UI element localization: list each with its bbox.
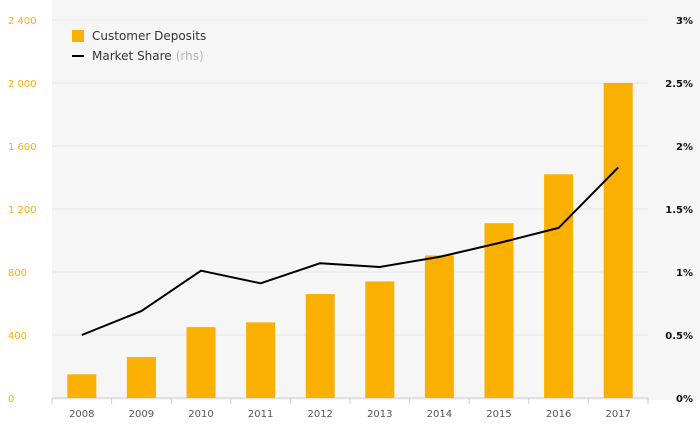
x-tick-label: 2016 [546,409,571,420]
y-axis-left: 0 400 800 1 200 1 600 2 000 2 400 [8,16,37,405]
bar-2015 [484,223,514,398]
legend-label-rhs: (rhs) [175,49,204,63]
x-tick-label: 2011 [248,409,273,420]
y-right-tick-label: 0.5% [665,331,693,342]
bar-2017 [603,83,633,398]
legend-item-market-share: Market Share (rhs) [72,46,206,66]
x-tick-label: 2008 [69,409,94,420]
legend-swatch-bar [72,30,84,42]
bar-2011 [246,322,276,398]
y-left-tick-label: 0 [8,394,14,405]
bar-2016 [544,174,574,398]
market-share-line [81,166,619,336]
legend-label-customer-deposits: Customer Deposits [92,29,207,43]
legend-label-market-share: Market Share [92,49,172,63]
y-left-tick-label: 1 200 [8,205,37,216]
y-left-tick-label: 2 400 [8,16,37,27]
legend-item-customer-deposits: Customer Deposits [72,26,206,46]
y-right-tick-label: 2.5% [665,79,693,90]
x-tick-label: 2010 [188,409,213,420]
x-tick-label: 2014 [427,409,452,420]
y-right-tick-label: 1% [676,268,693,279]
y-left-tick-label: 400 [8,331,27,342]
bar-2010 [186,327,216,398]
bar-2009 [126,357,156,398]
y-axis-right: 0% 0.5% 1% 1.5% 2% 2.5% 3% [665,16,693,405]
y-right-tick-label: 3% [676,16,693,27]
y-right-tick-label: 1.5% [665,205,693,216]
bars [67,83,633,398]
x-axis: 2008 2009 2010 2011 2012 2013 2014 2015 2016 2017 [69,409,631,420]
x-tick-label: 2015 [486,409,511,420]
x-tick-label: 2013 [367,409,392,420]
x-tick-label: 2017 [605,409,630,420]
x-tick-label: 2012 [307,409,332,420]
bar-2008 [67,374,97,398]
legend: Customer Deposits Market Share (rhs) [72,26,206,66]
bar-2014 [424,255,454,398]
x-tick-label: 2009 [129,409,154,420]
y-left-tick-label: 2 000 [8,79,37,90]
y-left-tick-label: 1 600 [8,142,37,153]
y-right-tick-label: 2% [676,142,693,153]
bar-2012 [305,294,335,398]
legend-swatch-line [72,55,84,57]
y-right-tick-label: 0% [676,394,693,405]
bar-2013 [365,281,395,398]
y-left-tick-label: 800 [8,268,27,279]
market-share-series-line [81,166,619,336]
